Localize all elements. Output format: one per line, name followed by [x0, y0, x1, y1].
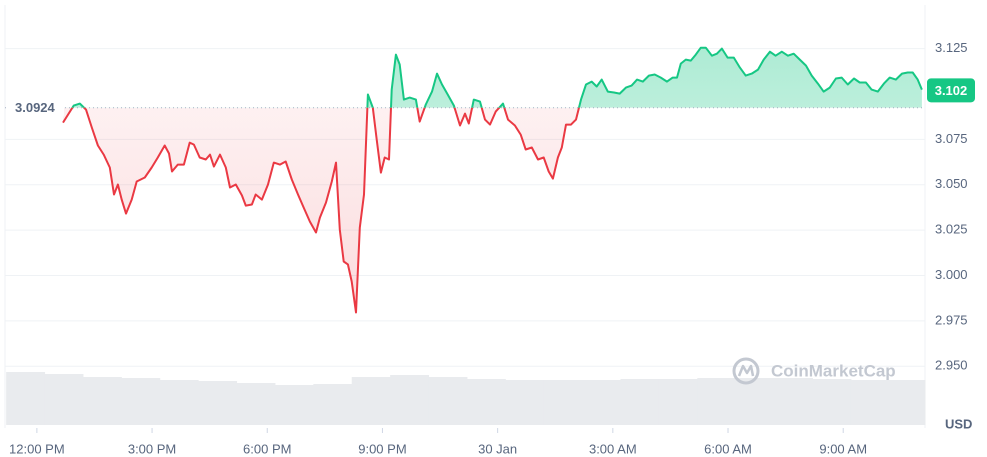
- volume-bar: [121, 378, 161, 425]
- volume-bar: [6, 372, 46, 425]
- volume-bar: [428, 377, 468, 425]
- current-price-tag: [927, 78, 975, 103]
- volume-bar: [889, 380, 926, 425]
- volume-bar: [44, 374, 84, 425]
- watermark-text: CoinMarketCap: [771, 361, 896, 380]
- y-tick-label: 3.025: [935, 222, 968, 237]
- x-tick-label: 6:00 AM: [704, 441, 752, 456]
- x-tick-label: 30 Jan: [478, 441, 517, 456]
- volume-bar: [313, 384, 353, 425]
- area-up: [72, 47, 922, 108]
- y-tick-label: 3.125: [935, 40, 968, 55]
- baseline-label-bg: [6, 97, 64, 118]
- volume-bar: [812, 379, 852, 425]
- volume-bar: [82, 377, 122, 425]
- x-tick-label: 9:00 PM: [358, 441, 406, 456]
- y-tick-label: 2.975: [935, 312, 968, 327]
- x-tick-label: 3:00 AM: [589, 441, 637, 456]
- volume-bar: [351, 377, 391, 425]
- price-line-up: [71, 46, 923, 108]
- volume-bar: [620, 379, 660, 425]
- y-tick-label: 3.050: [935, 176, 968, 191]
- watermark: CoinMarketCap: [732, 357, 896, 385]
- volume-bar: [850, 380, 890, 425]
- x-tick-label: 9:00 AM: [819, 441, 867, 456]
- volume-bar: [697, 378, 737, 425]
- volume-bar: [658, 379, 698, 425]
- current-price-label: 3.102: [935, 83, 968, 98]
- volume-bar: [274, 385, 314, 425]
- volume-bar: [466, 379, 506, 425]
- volume-bar: [198, 381, 238, 425]
- x-tick-label: 12:00 PM: [9, 441, 65, 456]
- baseline-label: 3.0924: [15, 100, 56, 115]
- volume-bar: [159, 380, 199, 425]
- volume-bar: [582, 380, 622, 425]
- volume-bar: [505, 380, 545, 425]
- y-tick-label: 3.075: [935, 131, 968, 146]
- y-tick-label: 3.000: [935, 267, 968, 282]
- unit-label: USD: [945, 416, 972, 431]
- price-line-down: [62, 107, 580, 314]
- volume-bar: [735, 378, 775, 425]
- volume-bar: [236, 383, 276, 425]
- y-tick-label: 2.950: [935, 358, 968, 373]
- volume-bar: [774, 378, 813, 425]
- volume-bar: [543, 380, 583, 425]
- area-down: [63, 107, 922, 313]
- x-tick-label: 3:00 PM: [128, 441, 176, 456]
- x-tick-label: 6:00 PM: [243, 441, 291, 456]
- volume-bar: [390, 375, 430, 425]
